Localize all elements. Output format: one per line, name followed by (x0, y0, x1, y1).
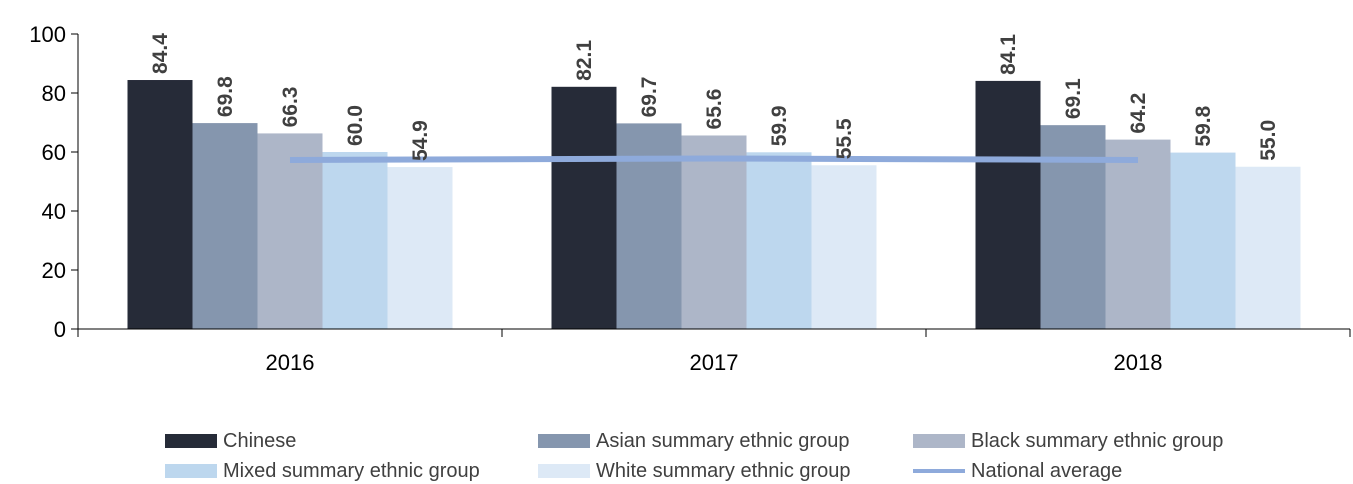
bar (127, 80, 193, 330)
data-label: 59.8 (1192, 105, 1215, 146)
bar (811, 165, 877, 329)
y-tick-label: 60 (42, 140, 66, 165)
data-label: 64.2 (1127, 93, 1150, 134)
x-category-label: 2016 (266, 350, 315, 375)
legend-label-mixed: Mixed summary ethnic group (223, 459, 480, 482)
legend-item-national-average: National average (913, 458, 1122, 484)
chart: 0 20 40 60 80 100 2016 2017 2018 84.4 82.1 84.1 69… (29, 22, 1351, 375)
legend-label-black: Black summary ethnic group (971, 429, 1224, 452)
bar (616, 123, 682, 329)
bar (975, 80, 1041, 329)
data-label: 59.9 (768, 105, 791, 146)
legend-swatch-black (913, 434, 965, 448)
data-label: 54.9 (409, 120, 432, 161)
national-average-line (289, 155, 1139, 163)
bar (322, 152, 388, 329)
x-category-label: 2018 (1114, 350, 1163, 375)
data-label: 69.1 (1062, 78, 1085, 119)
y-tick-label: 0 (54, 317, 66, 342)
data-label: 69.7 (638, 77, 661, 118)
bar (257, 133, 323, 329)
y-tick-label: 40 (42, 199, 66, 224)
legend-item-mixed: Mixed summary ethnic group (165, 458, 480, 484)
bar (192, 123, 258, 329)
bar (681, 135, 747, 329)
data-label: 84.1 (997, 34, 1020, 75)
legend-swatch-mixed (165, 464, 217, 478)
legend-label-white: White summary ethnic group (596, 459, 851, 482)
legend-label-national-average: National average (971, 459, 1123, 482)
data-label: 65.6 (703, 89, 726, 130)
legend-item-white: White summary ethnic group (538, 458, 851, 484)
legend: Chinese Asian summary ethnic group Black… (165, 426, 1285, 482)
bar (1040, 125, 1106, 329)
legend-item-asian: Asian summary ethnic group (538, 428, 849, 454)
data-label: 55.0 (1257, 120, 1280, 161)
legend-item-chinese: Chinese (165, 428, 296, 454)
national-average-line-group (289, 155, 1139, 163)
legend-item-black: Black summary ethnic group (913, 428, 1223, 454)
bar (387, 167, 453, 329)
bar (1170, 152, 1236, 329)
data-label: 60.0 (344, 105, 367, 146)
data-label: 82.1 (573, 40, 596, 81)
legend-label-chinese: Chinese (223, 429, 297, 452)
y-tick-label: 80 (42, 81, 66, 106)
x-category-label: 2017 (690, 350, 739, 375)
legend-swatch-white (538, 464, 590, 478)
bar (1105, 139, 1171, 329)
bar (551, 86, 617, 330)
bar (746, 152, 812, 329)
bars-group (127, 80, 1301, 330)
y-tick-label: 20 (42, 258, 66, 283)
legend-swatch-chinese (165, 434, 217, 448)
legend-swatch-asian (538, 434, 590, 448)
axes-group: 0 20 40 60 80 100 2016 2017 2018 (29, 22, 1351, 375)
legend-label-asian: Asian summary ethnic group (596, 429, 850, 452)
data-labels-group: 84.4 82.1 84.1 69.8 69.7 69.1 66.3 65.6 64.2 60.0… (149, 33, 1280, 161)
legend-swatch-national-average (913, 469, 965, 473)
data-label: 84.4 (149, 33, 172, 74)
data-label: 66.3 (279, 87, 302, 128)
data-label: 69.8 (214, 76, 237, 117)
bar (1235, 166, 1301, 329)
y-tick-label: 100 (29, 22, 66, 47)
data-label: 55.5 (833, 118, 856, 159)
